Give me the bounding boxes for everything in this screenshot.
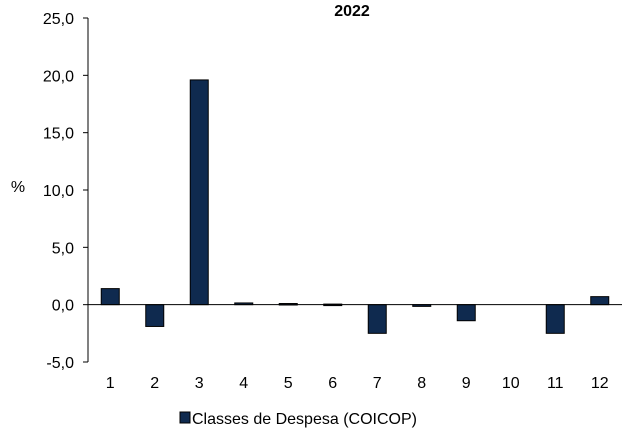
y-tick-label: 0,0	[52, 298, 74, 315]
y-tick-label: 5,0	[52, 240, 74, 257]
legend-swatch	[179, 411, 191, 424]
bar-1	[100, 288, 120, 306]
y-tick-label: 20,0	[43, 68, 74, 85]
x-tick-label: 11	[547, 375, 564, 392]
x-tick-label: 10	[502, 375, 520, 392]
bars	[100, 79, 610, 334]
bar-11	[545, 304, 565, 334]
y-axis-ticks: -5,0 0,0 5,0 10,0 15,0 20,0 25,0	[43, 11, 88, 372]
x-axis-ticks: 1 2 3 4 5 6 7 8 9 10 11 12	[106, 375, 609, 392]
axes	[87, 18, 622, 362]
legend-label: Classes de Despesa (COICOP)	[192, 411, 417, 428]
bar-9	[456, 304, 476, 322]
x-tick-label: 5	[284, 375, 293, 392]
bar-2	[145, 304, 165, 327]
x-tick-label: 7	[373, 375, 382, 392]
y-axis-label: %	[11, 179, 25, 196]
x-tick-label: 2	[150, 375, 159, 392]
y-tick-label: 25,0	[43, 11, 74, 28]
legend: Classes de Despesa (COICOP)	[179, 411, 417, 428]
bar-3	[189, 79, 209, 306]
x-tick-label: 9	[462, 375, 471, 392]
x-tick-label: 6	[328, 375, 337, 392]
y-tick-label: -5,0	[46, 355, 74, 372]
x-tick-label: 1	[106, 375, 115, 392]
x-tick-label: 3	[195, 375, 204, 392]
x-tick-label: 12	[591, 375, 609, 392]
y-tick-label: 10,0	[43, 183, 74, 200]
bar-12	[590, 296, 610, 306]
chart-title: 2022	[334, 3, 370, 20]
x-tick-label: 4	[239, 375, 248, 392]
x-tick-label: 8	[417, 375, 426, 392]
y-tick-label: 15,0	[43, 126, 74, 143]
bar-7	[367, 304, 387, 334]
